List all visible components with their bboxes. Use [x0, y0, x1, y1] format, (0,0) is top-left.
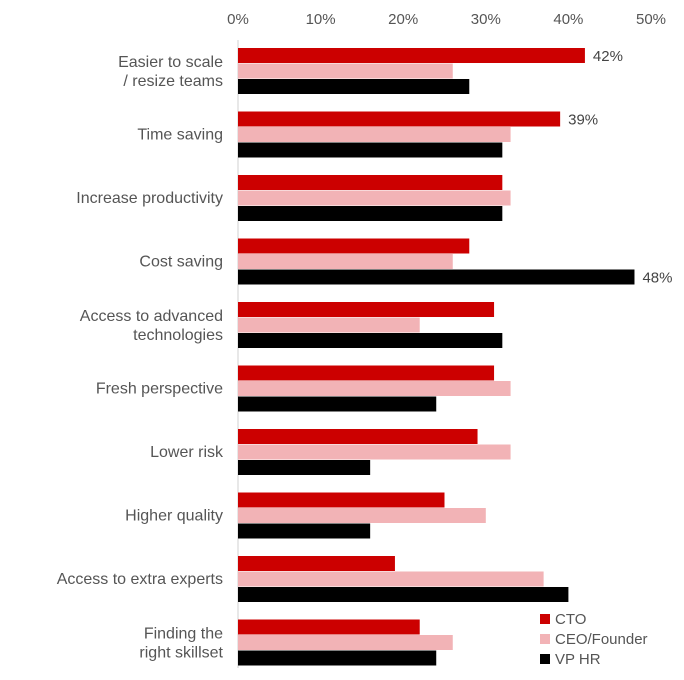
category-label-line: technologies	[133, 327, 223, 344]
bar-ceo-founder-access-to-extra-experts	[238, 571, 544, 587]
bar-cto-lower-risk	[238, 429, 478, 444]
bar-vp-hr-lower-risk	[238, 460, 371, 475]
x-tick-label: 30%	[471, 11, 501, 28]
legend-label-vp-hr: VP HR	[555, 651, 601, 668]
legend-swatch-cto	[540, 614, 550, 624]
bar-ceo-founder-higher-quality	[238, 508, 486, 523]
bar-cto-higher-quality	[238, 492, 445, 508]
legend-swatch-ceo-founder	[540, 634, 550, 644]
category-label-line: Easier to scale	[118, 54, 223, 71]
bar-cto-easier-to-scale-resize-teams	[238, 48, 585, 63]
category-label: Finding the right skillset	[139, 626, 223, 662]
bar-vp-hr-cost-saving	[238, 269, 635, 285]
category-label: Access to advanced technologies	[80, 308, 223, 344]
data-label: 39%	[568, 112, 598, 129]
bar-vp-hr-easier-to-scale-resize-teams	[238, 79, 470, 94]
category-label-line: Finding the	[144, 626, 223, 643]
bar-vp-hr-time-saving	[238, 142, 503, 158]
x-tick-label: 10%	[306, 11, 336, 28]
legend-label-cto: CTO	[555, 611, 586, 628]
bars	[238, 48, 635, 666]
data-label: 42%	[593, 48, 623, 65]
bar-cto-fresh-perspective	[238, 365, 495, 381]
bar-ceo-founder-lower-risk	[238, 444, 511, 460]
bar-vp-hr-finding-the-right-skillset	[238, 650, 437, 666]
x-tick-label: 40%	[553, 11, 583, 28]
bar-cto-finding-the-right-skillset	[238, 619, 420, 635]
category-label-line: Higher quality	[125, 508, 223, 525]
category-label-line: Access to advanced	[80, 308, 223, 325]
bar-cto-cost-saving	[238, 238, 470, 254]
category-label-line: Access to extra experts	[57, 571, 223, 588]
category-label-line: / resize teams	[123, 73, 223, 90]
bar-vp-hr-access-to-extra-experts	[238, 587, 569, 602]
category-label: Higher quality	[125, 508, 223, 525]
category-label-line: Cost saving	[139, 254, 223, 271]
category-label-line: Time saving	[137, 127, 223, 144]
legend-label-ceo-founder: CEO/Founder	[555, 631, 648, 648]
bar-cto-access-to-extra-experts	[238, 556, 395, 571]
category-label: Easier to scale / resize teams	[118, 54, 223, 90]
bar-cto-time-saving	[238, 111, 561, 127]
category-label: Access to extra experts	[57, 571, 223, 588]
bar-ceo-founder-access-to-advanced-technologies	[238, 317, 420, 333]
category-label-line: Lower risk	[150, 444, 224, 461]
category-label-line: Fresh perspective	[96, 381, 223, 398]
bar-cto-increase-productivity	[238, 175, 503, 190]
x-tick-label: 50%	[636, 11, 666, 28]
bar-ceo-founder-cost-saving	[238, 254, 453, 269]
x-axis-ticks: 0% 10% 20% 30% 40% 50%	[227, 11, 666, 28]
bar-ceo-founder-fresh-perspective	[238, 381, 511, 396]
legend-swatch-vp-hr	[540, 654, 550, 664]
bar-vp-hr-higher-quality	[238, 523, 371, 539]
bar-vp-hr-access-to-advanced-technologies	[238, 333, 503, 348]
data-label: 48%	[642, 270, 672, 287]
category-labels: Easier to scale / resize teams Time saving…	[57, 54, 224, 662]
category-label: Time saving	[137, 127, 223, 144]
legend: CTO CEO/Founder VP HR	[540, 611, 648, 668]
category-label-line: right skillset	[139, 645, 223, 662]
bar-vp-hr-increase-productivity	[238, 206, 503, 221]
bar-ceo-founder-time-saving	[238, 127, 511, 142]
bar-ceo-founder-easier-to-scale-resize-teams	[238, 63, 453, 79]
bar-ceo-founder-increase-productivity	[238, 190, 511, 206]
x-tick-label: 20%	[388, 11, 418, 28]
bar-ceo-founder-finding-the-right-skillset	[238, 635, 453, 650]
data-labels: 42% 39% 48%	[568, 48, 672, 287]
category-label: Cost saving	[139, 254, 223, 271]
category-label: Lower risk	[150, 444, 224, 461]
category-label: Fresh perspective	[96, 381, 223, 398]
category-label-line: Increase productivity	[76, 190, 223, 207]
bar-vp-hr-fresh-perspective	[238, 396, 437, 412]
category-label: Increase productivity	[76, 190, 223, 207]
bar-cto-access-to-advanced-technologies	[238, 302, 495, 317]
x-tick-label: 0%	[227, 11, 249, 28]
